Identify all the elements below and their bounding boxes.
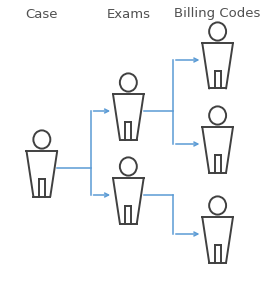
Text: Case: Case (26, 8, 58, 20)
Text: Exams: Exams (106, 8, 150, 20)
Text: Billing Codes: Billing Codes (174, 8, 261, 20)
